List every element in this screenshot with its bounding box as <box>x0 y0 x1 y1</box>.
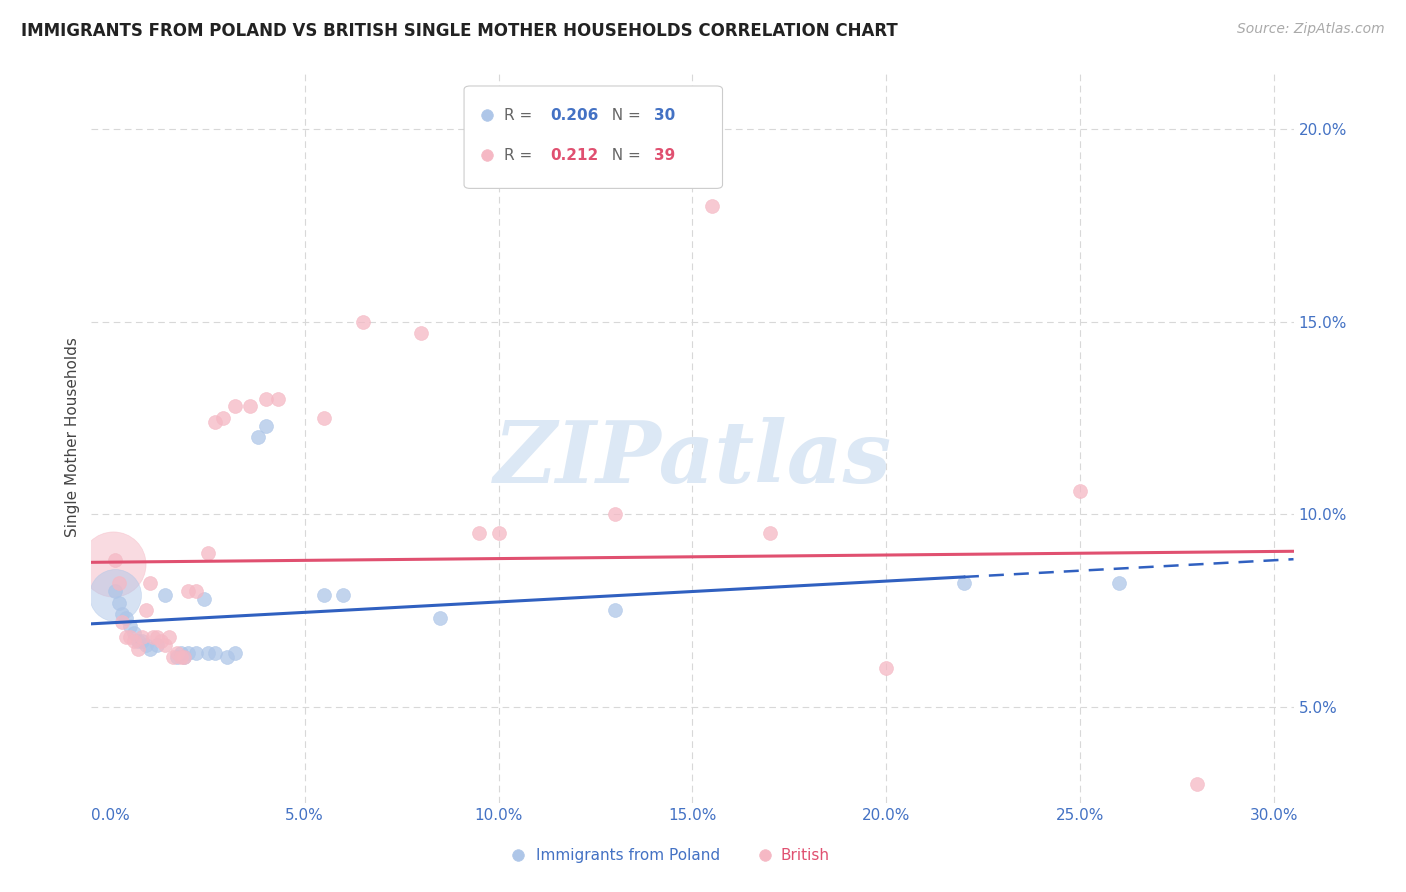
Text: Immigrants from Poland: Immigrants from Poland <box>536 848 720 863</box>
Point <box>146 630 169 644</box>
Point <box>169 646 191 660</box>
Point <box>1185 776 1208 790</box>
Text: 30: 30 <box>654 108 675 123</box>
Point <box>120 618 142 632</box>
Point <box>197 646 219 660</box>
Point <box>247 430 270 444</box>
Text: N =: N = <box>602 148 645 163</box>
Point <box>138 576 160 591</box>
Point <box>135 638 157 652</box>
Point <box>204 646 226 660</box>
Point <box>166 646 188 660</box>
Point <box>1108 576 1130 591</box>
Point <box>111 607 134 622</box>
Point <box>104 588 127 602</box>
Point <box>193 591 215 606</box>
Text: R =: R = <box>503 108 537 123</box>
Text: ZIPatlas: ZIPatlas <box>494 417 891 500</box>
Point <box>127 641 149 656</box>
Point <box>254 392 277 406</box>
Point <box>173 649 195 664</box>
Point <box>603 507 626 521</box>
Text: 0.206: 0.206 <box>551 108 599 123</box>
Point <box>177 584 200 599</box>
Point <box>239 399 262 413</box>
Point <box>184 584 207 599</box>
Point <box>122 634 145 648</box>
Point <box>759 526 782 541</box>
Point <box>488 526 510 541</box>
Point <box>184 646 207 660</box>
Point <box>332 588 354 602</box>
Point <box>700 199 723 213</box>
Point <box>468 526 491 541</box>
Point <box>115 630 138 644</box>
Text: Source: ZipAtlas.com: Source: ZipAtlas.com <box>1237 22 1385 37</box>
Point <box>266 392 288 406</box>
Point <box>107 596 129 610</box>
Text: IMMIGRANTS FROM POLAND VS BRITISH SINGLE MOTHER HOUSEHOLDS CORRELATION CHART: IMMIGRANTS FROM POLAND VS BRITISH SINGLE… <box>21 22 898 40</box>
Point <box>122 626 145 640</box>
Point <box>162 649 184 664</box>
Point <box>1069 483 1091 498</box>
Point <box>115 611 138 625</box>
Point <box>875 661 897 675</box>
Point <box>212 410 235 425</box>
Point <box>312 410 335 425</box>
Point <box>135 603 157 617</box>
Point <box>177 646 200 660</box>
Point <box>352 315 374 329</box>
Point <box>153 638 176 652</box>
Point <box>224 646 246 660</box>
Point <box>131 634 153 648</box>
Point <box>150 634 173 648</box>
Point <box>409 326 432 340</box>
Point <box>111 615 134 629</box>
Point <box>217 649 239 664</box>
Point <box>197 545 219 559</box>
Point <box>127 634 149 648</box>
Point <box>157 630 180 644</box>
Point <box>254 418 277 433</box>
Point <box>142 630 165 644</box>
Point <box>107 576 129 591</box>
Point <box>169 649 191 664</box>
Point <box>120 630 142 644</box>
Point <box>603 603 626 617</box>
Point <box>312 588 335 602</box>
Point <box>138 641 160 656</box>
Point <box>173 649 195 664</box>
Point <box>429 611 451 625</box>
Y-axis label: Single Mother Households: Single Mother Households <box>65 337 80 537</box>
Text: British: British <box>780 848 830 863</box>
Point <box>131 630 153 644</box>
Text: 39: 39 <box>654 148 675 163</box>
Point <box>953 576 976 591</box>
Point <box>104 553 127 567</box>
Point <box>104 584 127 599</box>
FancyBboxPatch shape <box>464 86 723 188</box>
Text: R =: R = <box>503 148 537 163</box>
Point <box>224 399 246 413</box>
Point <box>204 415 226 429</box>
Point <box>101 557 124 571</box>
Point <box>153 588 176 602</box>
Point <box>146 638 169 652</box>
Point <box>166 649 188 664</box>
Text: 0.212: 0.212 <box>551 148 599 163</box>
Text: N =: N = <box>602 108 645 123</box>
